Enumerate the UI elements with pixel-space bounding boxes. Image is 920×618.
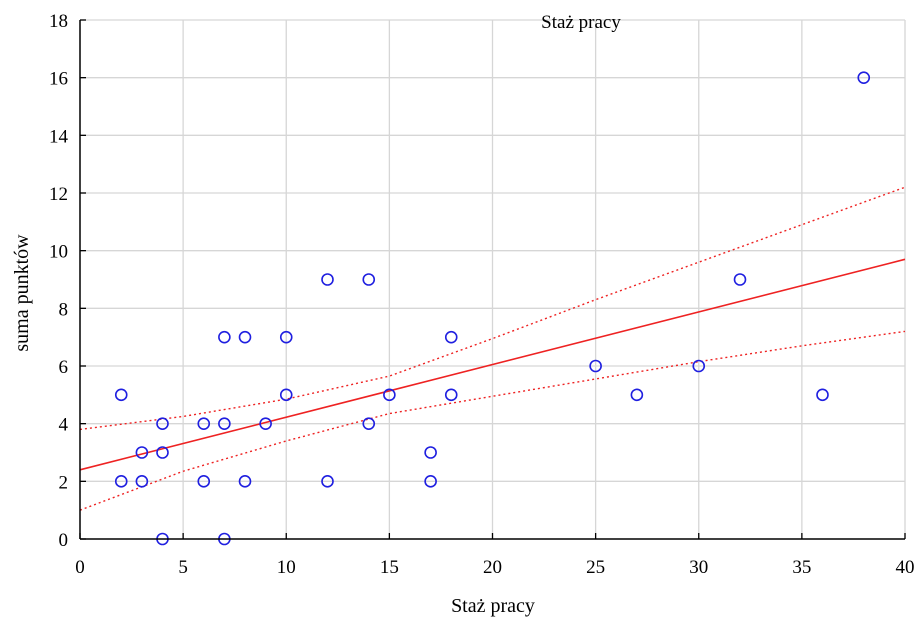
y-tick-label: 12 (49, 184, 68, 205)
data-point (279, 330, 293, 344)
data-point (218, 330, 231, 344)
x-tick-label: 10 (277, 557, 296, 578)
tick-labels: 0 5 10 15 20 25 30 35 40 0 2 4 6 8 10 12 14 16 18 (49, 11, 915, 578)
y-tick-label: 8 (59, 299, 69, 320)
x-tick-label: 25 (586, 557, 605, 578)
data-point (816, 388, 829, 402)
data-point (857, 71, 871, 84)
data-point (135, 446, 149, 459)
data-point (135, 475, 149, 488)
data-point (156, 446, 169, 459)
data-point (238, 330, 252, 344)
data-point (444, 388, 458, 402)
y-tick-label: 6 (59, 357, 69, 378)
x-tick-label: 0 (75, 557, 85, 578)
y-tick-label: 14 (49, 126, 69, 147)
data-point (383, 388, 396, 402)
axes (79, 19, 906, 540)
data-point (114, 388, 128, 402)
y-tick-label: 0 (59, 530, 69, 551)
data-point (218, 417, 231, 430)
x-tick-label: 20 (483, 557, 502, 578)
data-point (444, 330, 458, 344)
data-point (279, 388, 293, 402)
y-tick-label: 2 (59, 472, 69, 493)
y-tick-label: 18 (49, 11, 68, 32)
y-tick-label: 10 (49, 242, 68, 263)
data-point (114, 475, 128, 488)
x-tick-label: 35 (792, 557, 811, 578)
data-point (630, 388, 644, 402)
x-tick-label: 15 (380, 557, 399, 578)
data-points (114, 71, 871, 546)
data-point (197, 475, 211, 488)
data-point (321, 273, 334, 286)
confidence-band-lower (79, 330, 906, 511)
data-point (424, 475, 437, 488)
x-tick-label: 30 (689, 557, 708, 578)
y-tick-label: 4 (59, 415, 69, 436)
data-point (692, 359, 706, 373)
data-point (238, 475, 252, 488)
data-point (424, 446, 437, 459)
data-point (362, 417, 376, 430)
regression-line (79, 258, 906, 471)
grid-lines (80, 19, 906, 539)
x-axis-title: Staż pracy (451, 595, 535, 617)
regression-line-group (79, 258, 906, 471)
data-point (197, 417, 211, 430)
y-axis-title: suma punktów (11, 234, 33, 352)
confidence-band (79, 186, 906, 511)
x-tick-label: 40 (896, 557, 915, 578)
data-point (733, 273, 747, 286)
data-point (321, 475, 334, 488)
data-point (259, 417, 272, 430)
x-tick-label: 5 (178, 557, 188, 578)
chart-title: Staż pracy (541, 12, 621, 33)
data-point (589, 359, 602, 373)
y-tick-label: 16 (49, 69, 68, 90)
data-point (156, 417, 169, 430)
data-point (362, 273, 376, 286)
